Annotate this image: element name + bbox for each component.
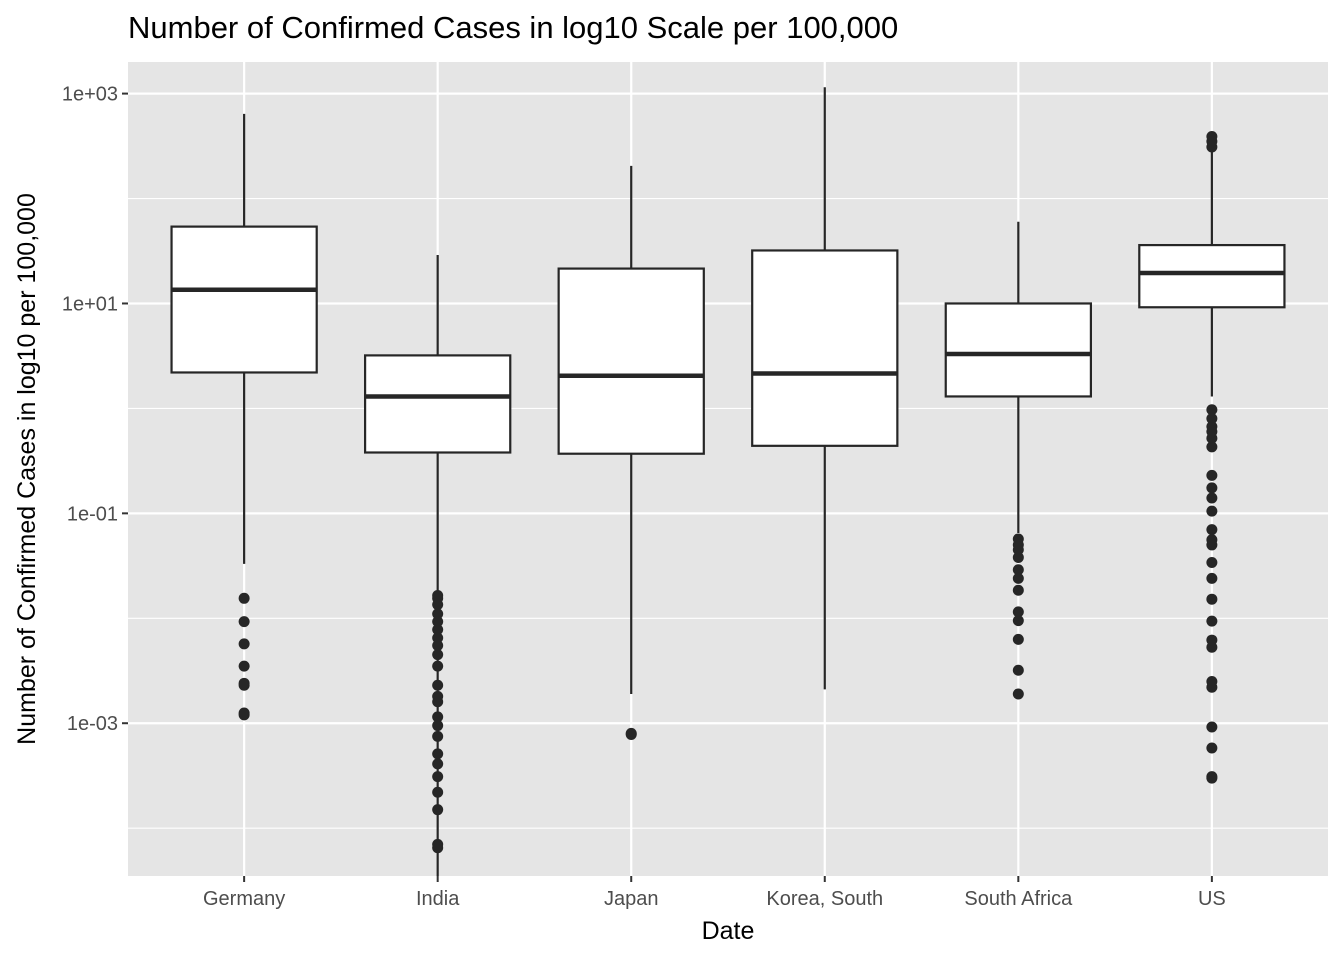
outlier-point	[1206, 469, 1218, 481]
outlier-point	[432, 838, 444, 850]
outlier-point	[432, 589, 444, 601]
outlier-point	[1206, 557, 1218, 569]
outlier-point	[1206, 482, 1218, 494]
x-tick-label: South Africa	[964, 888, 1073, 910]
outlier-point	[1206, 675, 1218, 687]
outlier-point	[238, 638, 250, 650]
outlier-point	[432, 786, 444, 798]
iqr-box	[751, 249, 899, 447]
outlier-point	[238, 707, 250, 719]
outlier-point	[1206, 634, 1218, 646]
iqr-box	[170, 225, 318, 374]
outlier-point	[432, 730, 444, 742]
outlier-point	[1012, 633, 1024, 645]
outlier-point	[432, 679, 444, 691]
outlier-point	[1206, 421, 1218, 433]
box-korea-south	[751, 87, 899, 690]
outlier-point	[432, 758, 444, 770]
outlier-point	[238, 592, 250, 604]
outlier-point	[432, 711, 444, 723]
outlier-point	[432, 720, 444, 732]
y-tick-label: 1e+01	[62, 293, 118, 315]
outlier-point	[432, 660, 444, 672]
outlier-point	[1012, 664, 1024, 676]
outlier-point	[432, 649, 444, 661]
outlier-point	[238, 616, 250, 628]
outlier-point	[1206, 615, 1218, 627]
outlier-point	[625, 727, 637, 739]
outlier-point	[1012, 572, 1024, 584]
box-germany	[170, 113, 318, 721]
x-tick-label: Japan	[604, 888, 659, 910]
iqr-box	[1138, 243, 1286, 309]
outlier-point	[238, 677, 250, 689]
outlier-point	[1206, 742, 1218, 754]
box-us	[1138, 131, 1286, 784]
outlier-point	[1206, 534, 1218, 546]
y-tick-label: 1e-01	[67, 503, 118, 525]
outlier-point	[1206, 593, 1218, 605]
box-japan	[557, 165, 705, 741]
outlier-point	[432, 748, 444, 760]
chart-title: Number of Confirmed Cases in log10 Scale…	[128, 10, 898, 45]
outlier-point	[432, 804, 444, 816]
outlier-point	[1012, 533, 1024, 545]
outlier-point	[238, 660, 250, 672]
outlier-point	[432, 690, 444, 702]
y-axis-title: Number of Confirmed Cases in log10 per 1…	[13, 193, 41, 745]
x-tick-label: US	[1198, 888, 1226, 910]
x-axis: Germany India Japan Korea, South South Afric…	[203, 876, 1226, 910]
y-tick-label: 1e+03	[62, 84, 118, 106]
outlier-point	[432, 771, 444, 783]
x-tick-label: Germany	[203, 888, 285, 910]
box-series	[170, 87, 1286, 876]
outlier-point	[1012, 564, 1024, 576]
x-tick-label: Korea, South	[766, 888, 883, 910]
outlier-point	[1012, 551, 1024, 563]
outlier-point	[1012, 688, 1024, 700]
outlier-point	[1206, 721, 1218, 733]
box-india	[363, 254, 512, 876]
outlier-point	[432, 608, 444, 620]
iqr-box	[944, 302, 1093, 398]
box-south-africa	[944, 221, 1093, 700]
outlier-point	[1012, 606, 1024, 618]
iqr-box	[363, 354, 512, 454]
outlier-point	[1206, 771, 1218, 783]
iqr-box	[557, 267, 705, 455]
outlier-point	[1206, 441, 1218, 453]
outlier-point	[1206, 572, 1218, 584]
outlier-point	[1206, 524, 1218, 536]
outlier-point	[1206, 492, 1218, 504]
y-tick-label: 1e-03	[67, 713, 118, 735]
plot-panel	[128, 62, 1328, 876]
outlier-point	[1206, 404, 1218, 416]
outlier-point	[1206, 505, 1218, 517]
outlier-point	[1206, 413, 1218, 425]
x-tick-label: India	[416, 888, 460, 910]
x-axis-title: Date	[702, 917, 755, 945]
outlier-point	[432, 640, 444, 652]
outlier-point	[432, 632, 444, 644]
outlier-point	[1012, 584, 1024, 596]
outlier-point	[1012, 615, 1024, 627]
outlier-point	[432, 616, 444, 628]
y-axis: 1e-03 1e-01 1e+01 1e+03	[62, 84, 128, 735]
outlier-point	[1206, 131, 1218, 143]
outlier-point	[432, 624, 444, 636]
minor-gridlines	[128, 197, 1328, 829]
